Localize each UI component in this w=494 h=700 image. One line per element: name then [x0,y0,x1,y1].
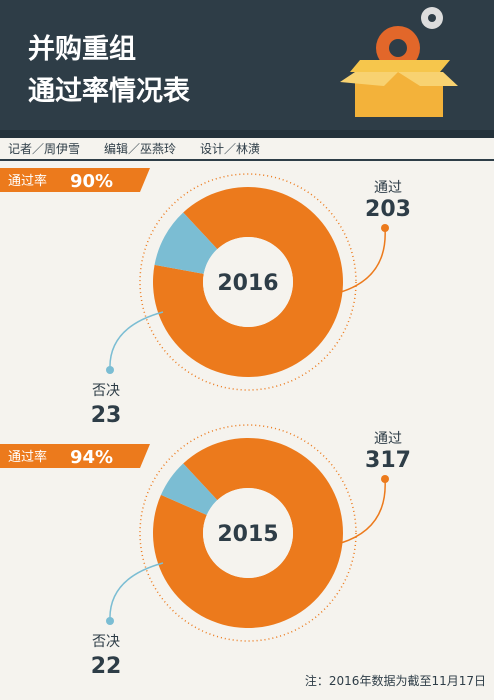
credits: 记者／周伊雪 编辑／巫燕玲 设计／林潢 [8,141,260,156]
rate-value: 94% [70,447,113,468]
leader-line [109,311,164,371]
rate-tab [0,168,150,192]
rate-name: 通过率 [8,173,47,189]
box-illustration [340,7,458,117]
donut-segment [154,212,218,274]
leader-dot [381,475,389,483]
year-label: 2016 [217,271,278,296]
leader-line [340,478,386,544]
donut-segment [152,438,344,628]
category-value: 203 [365,197,411,222]
category-value: 317 [365,448,411,473]
rate-value: 90% [70,171,113,192]
category-value: 22 [91,654,122,679]
title-line: 并购重组 [28,33,136,65]
rate-name: 通过率 [8,449,47,465]
header-strip [0,130,494,138]
dotted-ring [139,424,357,642]
category-label: 通过 [374,180,402,196]
leader-line [109,562,164,622]
leader-dot [381,224,389,232]
category-label: 否决 [92,383,120,399]
leader-dot [106,366,114,374]
donut-segment [160,463,218,515]
leader-dot [106,617,114,625]
title-line: 通过率情况表 [28,75,190,107]
note: 注：2016年数据为截至11月17日 [305,673,486,688]
leader-line [340,227,386,293]
donut-segment [153,186,343,377]
rate-tab [0,444,150,468]
donut-hole [203,237,293,327]
dotted-ring [139,173,357,391]
category-label: 通过 [374,431,402,447]
category-label: 否决 [92,634,120,650]
category-value: 23 [91,403,122,428]
donut-hole [203,488,293,578]
year-label: 2015 [217,522,278,547]
